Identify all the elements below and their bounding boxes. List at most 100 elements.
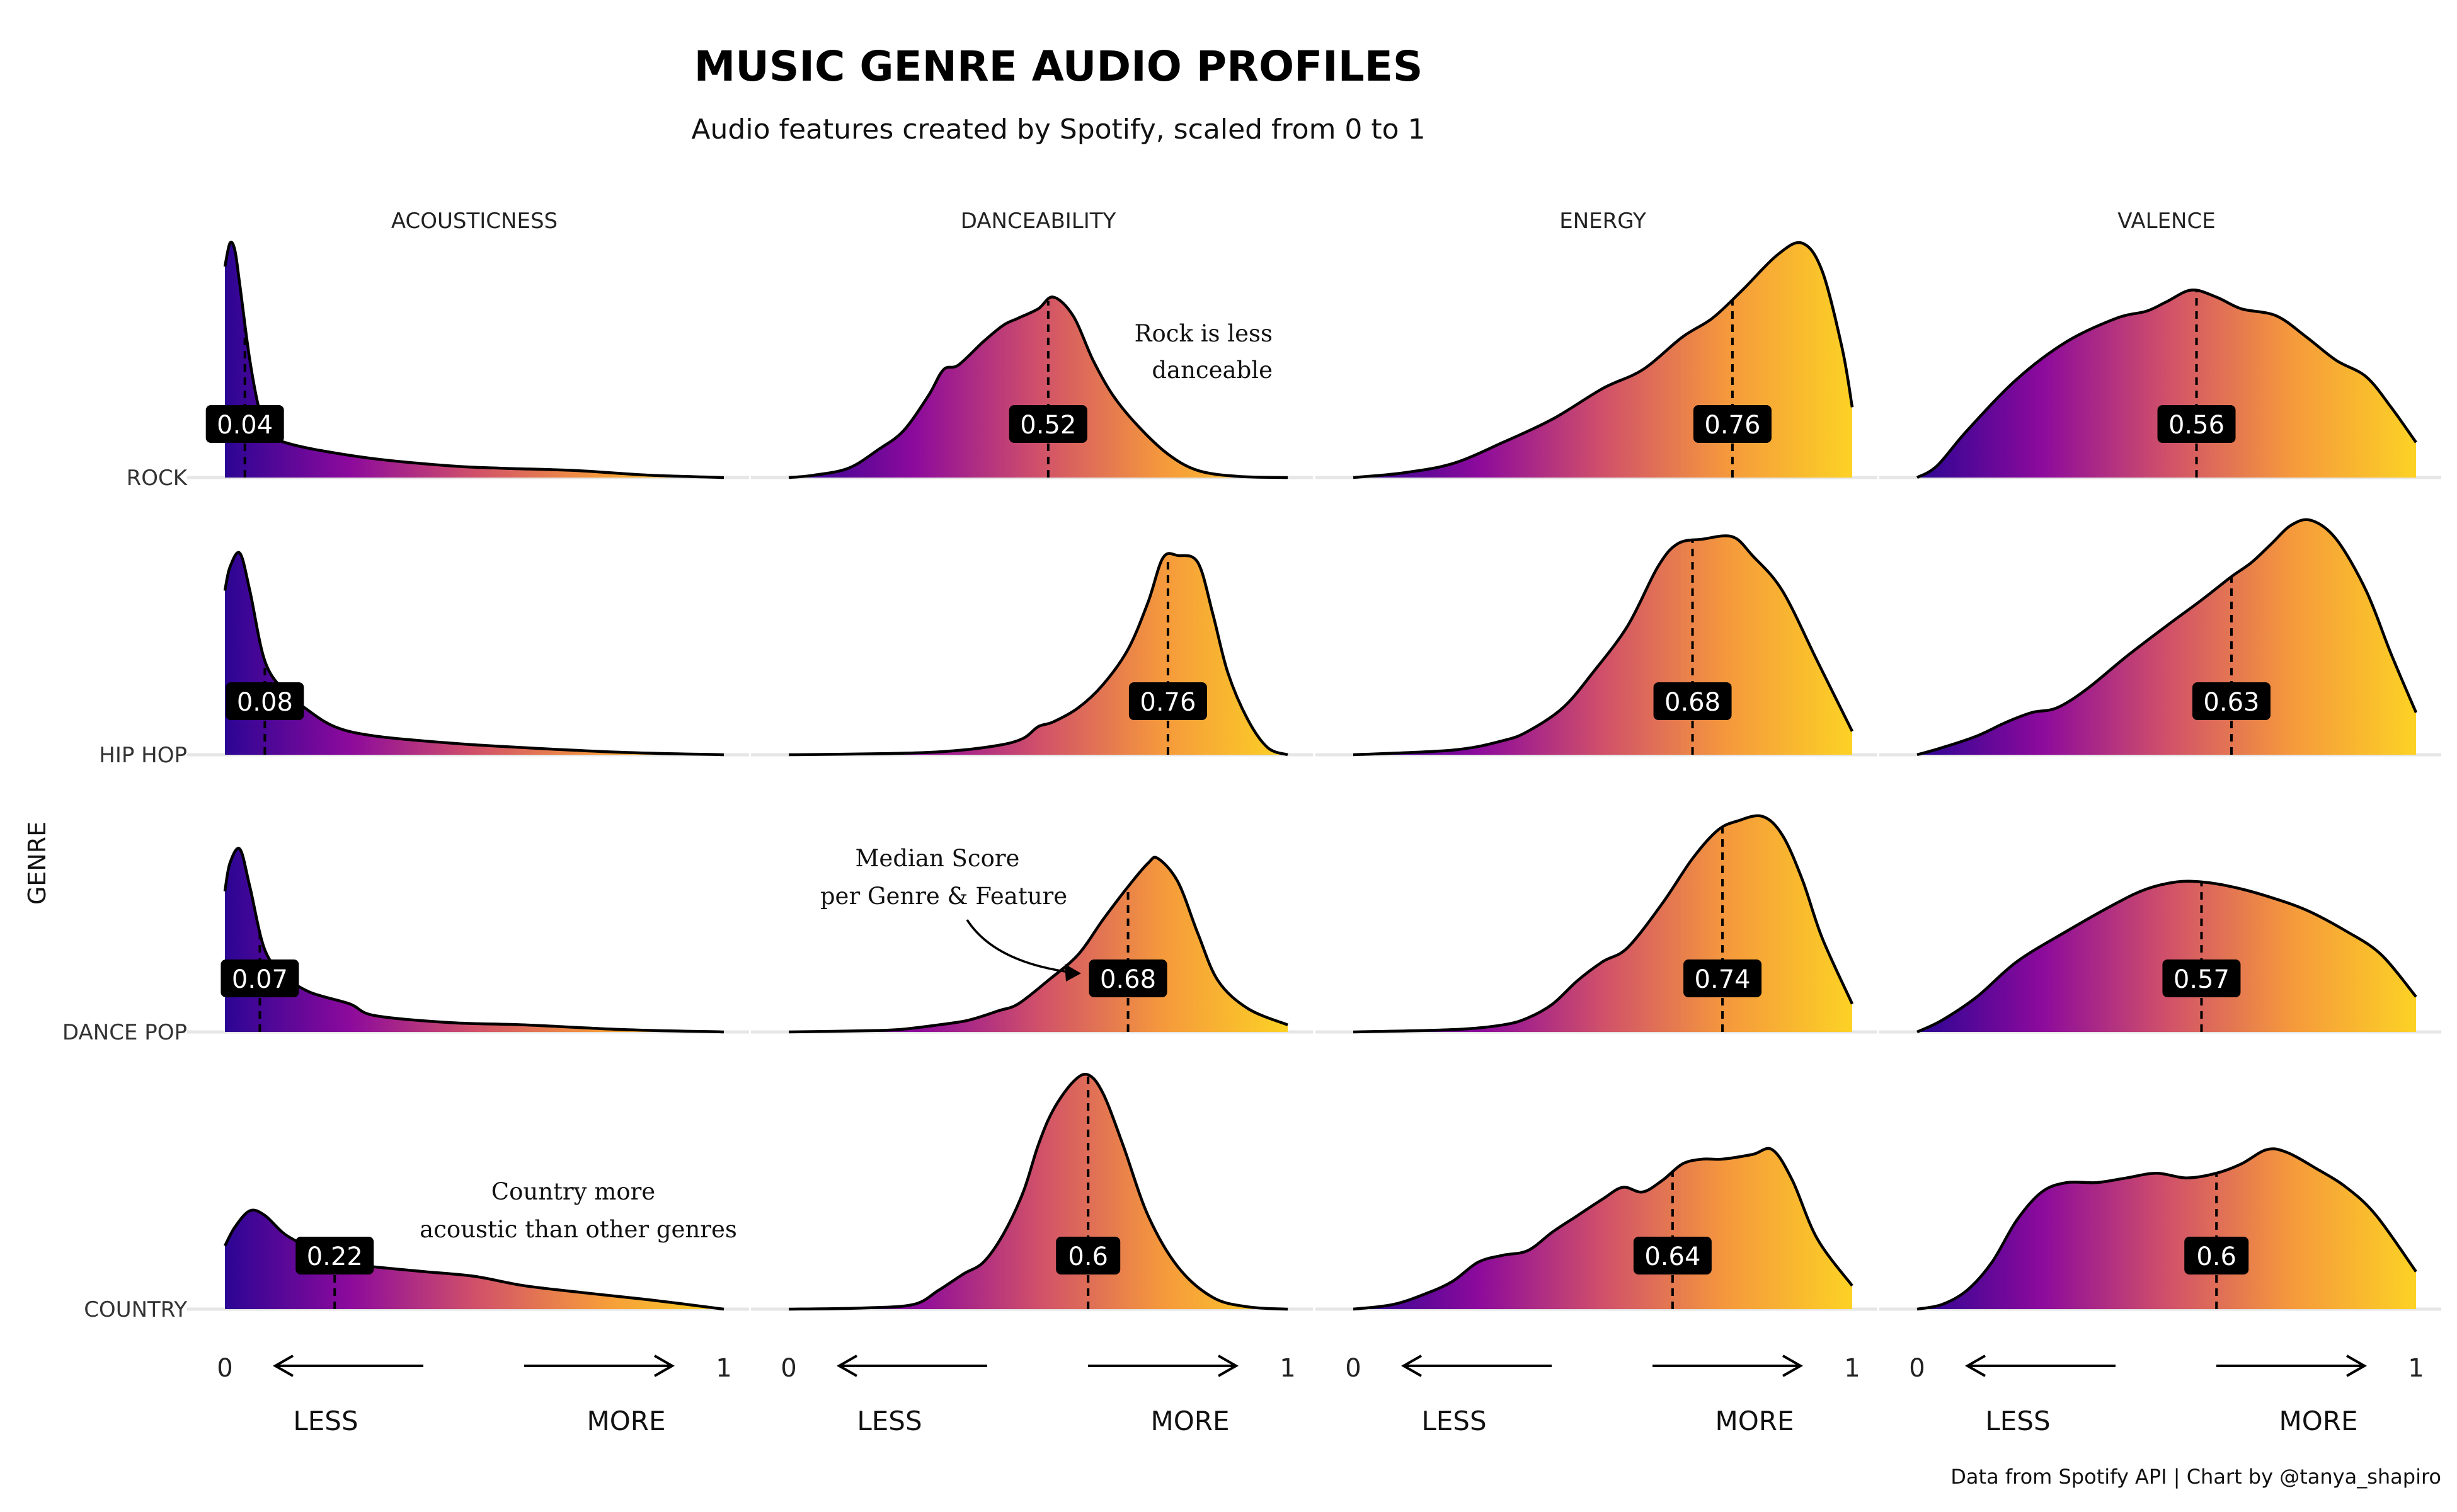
less-arrowhead-energy [1400, 1354, 1422, 1377]
median-label-hip-hop-acousticness: 0.08 [237, 688, 293, 717]
density-line-dance-pop-acousticness [223, 847, 724, 1034]
annotation-rock-dance: Rock is less danceable [1135, 320, 1273, 384]
median-label-rock-danceability: 0.52 [1020, 411, 1076, 440]
density-line-country-danceability [788, 1072, 1288, 1311]
tick-min-acousticness: 0 [217, 1354, 232, 1383]
facet-label-valence: VALENCE [2117, 209, 2215, 234]
row-label-hip-hop: HIP HOP [99, 743, 187, 768]
density-area-country-acousticness [225, 1210, 724, 1309]
median-label-dance-pop-energy: 0.74 [1695, 965, 1751, 994]
median-label-box-rock-energy [1693, 405, 1772, 443]
less-label-valence: LESS [1985, 1406, 2050, 1436]
less-arrowhead-acousticness [272, 1354, 294, 1377]
annotation-median-arrowhead [1065, 964, 1081, 982]
density-line-rock-valence [1916, 289, 2417, 479]
density-line-hip-hop-energy [1353, 534, 1854, 757]
median-label-rock-energy: 0.76 [1704, 411, 1760, 440]
median-label-hip-hop-valence: 0.63 [2203, 688, 2259, 717]
density-line-dance-pop-valence [1916, 879, 2417, 1034]
density-area-rock-energy [1353, 243, 1852, 478]
tick-max-energy: 1 [1844, 1354, 1860, 1383]
median-label-country-acousticness: 0.22 [307, 1242, 363, 1271]
more-arrowhead-danceability [1218, 1354, 1239, 1377]
tick-min-energy: 0 [1345, 1354, 1361, 1383]
more-arrowhead-acousticness [654, 1354, 675, 1377]
chart-caption: Data from Spotify API | Chart by @tanya_… [1950, 1465, 2441, 1489]
median-label-box-hip-hop-valence [2192, 682, 2271, 720]
more-arrowhead-valence [2346, 1354, 2368, 1377]
tick-max-valence: 1 [2408, 1354, 2424, 1383]
more-label-energy: MORE [1715, 1406, 1794, 1436]
density-area-dance-pop-energy [1353, 815, 1852, 1032]
median-label-country-valence: 0.6 [2196, 1242, 2236, 1271]
more-label-acousticness: MORE [587, 1406, 665, 1436]
median-label-hip-hop-energy: 0.68 [1664, 688, 1721, 717]
annotation-rock-dance-line2: danceable [1152, 357, 1273, 384]
annotation-median-arrow [966, 919, 1079, 975]
median-label-box-hip-hop-energy [1653, 682, 1732, 720]
density-area-dance-pop-valence [1917, 881, 2416, 1032]
median-label-country-danceability: 0.6 [1068, 1242, 1108, 1271]
annotation-country: Country more acoustic than other genres [420, 1178, 737, 1243]
median-label-country-energy: 0.64 [1644, 1242, 1700, 1271]
median-label-box-hip-hop-acousticness [226, 682, 304, 720]
panels-layer: ACOUSTICNESS DANCEABILITY ENERGY VALENCE ROC… [62, 209, 2441, 1322]
median-label-box-rock-acousticness [205, 405, 284, 443]
density-area-country-energy [1353, 1148, 1852, 1309]
annotation-median: Median Score per Genre & Feature [820, 845, 1081, 982]
median-label-box-rock-danceability [1009, 405, 1087, 443]
median-label-box-dance-pop-danceability [1089, 959, 1167, 997]
density-line-hip-hop-acousticness [223, 551, 724, 757]
density-line-country-acousticness [223, 1208, 724, 1311]
density-line-dance-pop-danceability [788, 856, 1288, 1034]
facet-label-energy: ENERGY [1559, 209, 1646, 234]
density-line-country-energy [1353, 1147, 1853, 1311]
density-line-rock-danceability [788, 295, 1288, 479]
median-label-dance-pop-acousticness: 0.07 [232, 965, 288, 994]
median-label-box-dance-pop-valence [2162, 959, 2241, 997]
row-label-country: COUNTRY [84, 1297, 187, 1322]
median-label-box-dance-pop-energy [1683, 959, 1762, 997]
more-label-valence: MORE [2279, 1406, 2357, 1436]
scale-layer: 0 1 LESS MORE 0 1 LESS MORE 0 1 LESS MORE 0 1 LESS MORE [217, 1354, 2424, 1436]
median-label-rock-acousticness: 0.04 [217, 411, 273, 440]
median-label-rock-valence: 0.56 [2168, 411, 2225, 440]
density-area-rock-valence [1917, 290, 2416, 478]
density-area-hip-hop-valence [1917, 519, 2416, 755]
less-label-acousticness: LESS [293, 1406, 358, 1436]
density-line-dance-pop-energy [1353, 814, 1854, 1034]
more-label-danceability: MORE [1150, 1406, 1229, 1436]
median-label-dance-pop-danceability: 0.68 [1100, 965, 1156, 994]
density-area-dance-pop-acousticness [225, 848, 724, 1032]
facet-label-danceability: DANCEABILITY [961, 209, 1116, 234]
facet-label-acousticness: ACOUSTICNESS [391, 209, 558, 234]
median-label-dance-pop-valence: 0.57 [2174, 965, 2230, 994]
more-arrowhead-energy [1782, 1354, 1804, 1377]
median-label-box-country-energy [1633, 1237, 1712, 1274]
density-line-country-valence [1916, 1147, 2417, 1311]
chart-title: MUSIC GENRE AUDIO PROFILES [694, 42, 1423, 91]
median-label-hip-hop-danceability: 0.76 [1140, 688, 1196, 717]
density-area-country-valence [1917, 1148, 2416, 1309]
less-arrowhead-valence [1964, 1354, 1986, 1377]
tick-max-danceability: 1 [1280, 1354, 1295, 1383]
annotation-median-line2: per Genre & Feature [820, 883, 1067, 910]
density-area-hip-hop-danceability [789, 553, 1288, 755]
median-label-box-dance-pop-acousticness [220, 959, 299, 997]
y-axis-label: GENRE [23, 822, 51, 905]
median-label-box-country-danceability [1056, 1237, 1121, 1274]
annotation-country-line2: acoustic than other genres [420, 1216, 737, 1243]
less-arrowhead-danceability [836, 1354, 857, 1377]
tick-min-danceability: 0 [781, 1354, 796, 1383]
density-line-hip-hop-valence [1916, 518, 2418, 757]
less-label-energy: LESS [1421, 1406, 1486, 1436]
row-label-dance-pop: DANCE POP [62, 1020, 187, 1045]
tick-min-valence: 0 [1909, 1354, 1925, 1383]
less-label-danceability: LESS [857, 1406, 922, 1436]
tick-max-acousticness: 1 [716, 1354, 731, 1383]
density-area-hip-hop-energy [1353, 536, 1852, 755]
annotation-median-line1: Median Score [856, 845, 1020, 872]
row-label-rock: ROCK [127, 466, 188, 491]
density-area-hip-hop-acousticness [225, 552, 724, 755]
